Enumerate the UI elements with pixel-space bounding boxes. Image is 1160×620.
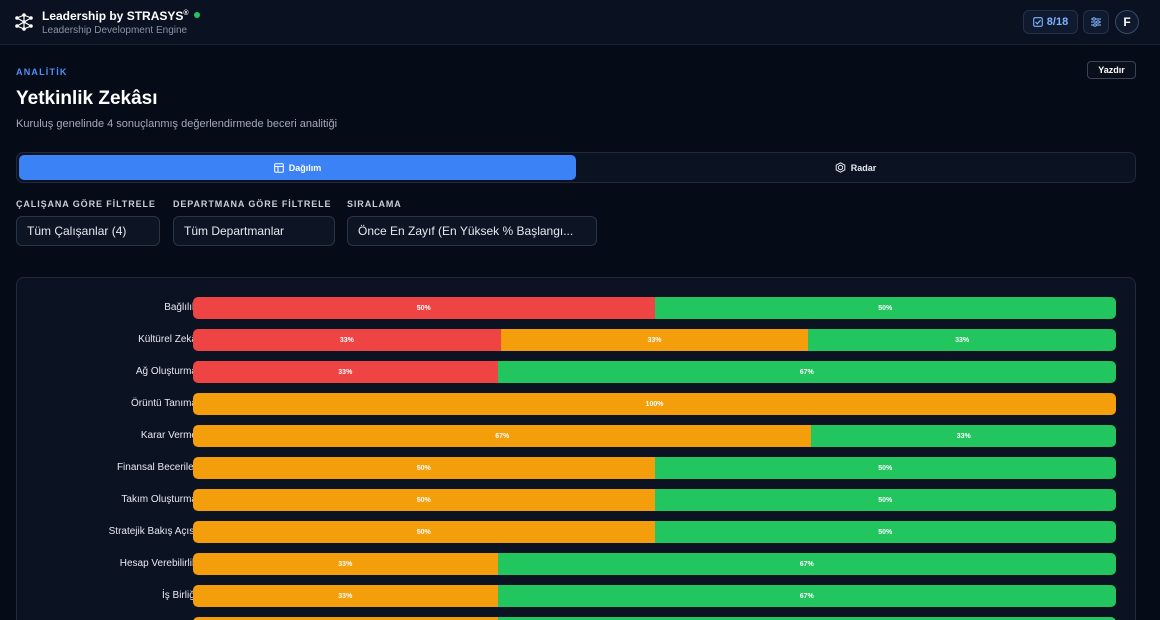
network-logo-icon[interactable] [14,12,34,32]
competency-label: Stratejik Bakış Açısı [108,526,197,537]
competency-bar: 33%67% [193,617,1116,620]
bar-segment-green[interactable]: 50% [654,521,1116,543]
tab-radar-label: Radar [850,162,877,173]
bar-segment-orange[interactable]: 50% [193,489,655,511]
competency-label: Kültürel Zekâ [138,334,197,345]
top-bar: Leadership by STRASYS® Leadership Develo… [0,0,1160,45]
bar-segment-green[interactable]: 67% [497,553,1116,575]
competency-bar: 33%67% [193,361,1116,383]
bar-segment-green[interactable]: 50% [654,489,1116,511]
competency-bar: 100% [193,393,1116,415]
competency-bar: 50% 50% [193,297,1116,319]
competency-label: Hesap Verebilirlik [119,558,197,569]
checkbox-icon [1032,17,1043,27]
competency-label: Örüntü Tanıma [131,398,197,409]
page-subtitle: Kuruluş genelinde 4 sonuçlanmış değerlen… [16,118,338,130]
bar-segment-orange[interactable]: 100% [193,393,1116,415]
bar-segment-green[interactable]: 50% [654,297,1116,319]
competency-label: Karar Verme [140,430,197,441]
bar-segment-green[interactable]: 33% [808,329,1116,351]
online-status-dot [193,12,200,18]
competency-bar: 50% 50% [193,457,1116,479]
layout-grid-icon [273,162,284,173]
bar-segment-red[interactable]: 33% [193,329,501,351]
bar-segment-orange[interactable]: 33% [193,585,498,607]
bar-segment-red[interactable]: 33% [193,361,498,383]
print-button[interactable]: Yazdır [1087,61,1136,79]
employee-filter-select[interactable]: Tüm Çalışanlar (4) [16,216,160,246]
competency-bar: 33%67% [193,585,1116,607]
tab-distribution-label: Dağılım [288,162,322,173]
bar-segment-orange[interactable]: 50% [193,521,655,543]
competency-label: Finansal Beceriler [116,462,197,473]
radar-hexagon-icon [835,162,846,173]
progress-button[interactable]: 8/18 [1023,10,1078,34]
tab-distribution[interactable]: Dağılım [19,155,576,180]
distribution-chart-panel: Bağlılık 50% 50% Kültürel Zekâ 33% 33% 33% Ağ O… [16,277,1136,620]
settings-button[interactable] [1083,10,1109,34]
user-avatar[interactable]: F [1115,10,1139,34]
brand-title: Leadership by STRASYS® [42,9,200,23]
bar-segment-green[interactable]: 67% [497,361,1116,383]
bar-segment-orange[interactable]: 33% [193,553,498,575]
department-filter-select[interactable]: Tüm Departmanlar [173,216,335,246]
bar-segment-orange[interactable]: 33% [193,617,498,620]
competency-bar: 33%67% [193,553,1116,575]
brand-subtitle: Leadership Development Engine [42,25,188,36]
view-tabs: Dağılım Radar [16,152,1136,183]
bar-segment-red[interactable]: 50% [193,297,655,319]
bar-segment-green[interactable]: 67% [497,585,1116,607]
bar-segment-orange[interactable]: 33% [500,329,809,351]
bar-segment-green[interactable]: 50% [654,457,1116,479]
competency-label: Ağ Oluşturma [135,366,197,377]
sort-label: SIRALAMA [347,199,402,209]
employee-filter-label: ÇALIŞANA GÖRE FİLTRELE [16,199,156,209]
section-eyebrow: ANALİTİK [16,67,68,77]
sort-select[interactable]: Önce En Zayıf (En Yüksek % Başlangı... [347,216,597,246]
bar-segment-orange[interactable]: 50% [193,457,655,479]
bar-segment-green[interactable]: 67% [497,617,1116,620]
competency-bar: 50% 50% [193,521,1116,543]
bar-segment-green[interactable]: 33% [811,425,1116,447]
department-filter-label: DEPARTMANA GÖRE FİLTRELE [173,199,332,209]
tab-radar[interactable]: Radar [577,155,1134,180]
competency-label: Takım Oluşturma [121,494,197,505]
progress-count: 8/18 [1046,16,1069,28]
competency-label: İş Birliği [161,590,197,601]
competency-label: Bağlılık [164,302,197,313]
competency-bar: 67% 33% [193,425,1116,447]
competency-bar: 33% 33% 33% [193,329,1116,351]
competency-bar: 50% 50% [193,489,1116,511]
page-title: Yetkinlik Zekâsı [16,88,158,109]
bar-segment-orange[interactable]: 67% [193,425,812,447]
sliders-icon [1091,17,1101,27]
